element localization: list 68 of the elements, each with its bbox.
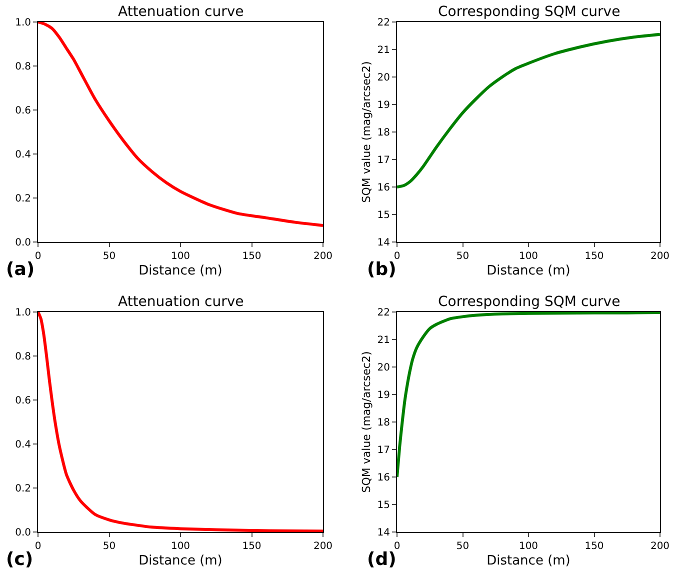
x-axis-title: Distance (m) bbox=[138, 264, 222, 279]
y-tick-label: 0.8 bbox=[15, 62, 31, 72]
y-tick-label: 0.0 bbox=[15, 528, 31, 538]
x-tick-label: 100 bbox=[518, 541, 538, 552]
x-tick-label: 150 bbox=[584, 251, 604, 262]
y-tick-label: 0.2 bbox=[15, 194, 31, 204]
y-axis-title: SQM value (mag/arcsec2) bbox=[360, 61, 373, 203]
x-tick-label: 150 bbox=[242, 541, 262, 552]
x-tick-label: 50 bbox=[102, 251, 116, 262]
y-tick-label: 0.0 bbox=[15, 238, 31, 248]
line-series bbox=[397, 312, 660, 478]
y-tick-label: 17 bbox=[377, 445, 390, 456]
x-tick-label: 0 bbox=[394, 541, 400, 552]
x-tick-label: 200 bbox=[313, 541, 333, 552]
y-tick-label: 21 bbox=[377, 335, 390, 346]
x-tick-label: 150 bbox=[242, 251, 262, 262]
y-tick-label: 0.2 bbox=[15, 484, 31, 494]
chart-title: Corresponding SQM curve bbox=[438, 4, 620, 20]
x-tick-label: 50 bbox=[456, 251, 470, 262]
x-tick-label: 0 bbox=[394, 251, 400, 262]
line-series bbox=[38, 312, 323, 532]
text: (b) bbox=[367, 259, 396, 280]
x-tick-label: 200 bbox=[650, 251, 670, 262]
x-tick-label: 0 bbox=[34, 251, 42, 262]
y-tick-label: 18 bbox=[377, 128, 390, 138]
y-tick-label: 1.0 bbox=[15, 308, 31, 318]
y-tick-label: 15 bbox=[377, 500, 390, 511]
y-tick-label: 0.6 bbox=[15, 396, 31, 406]
x-axis-title: Distance (m) bbox=[486, 264, 570, 279]
y-tick-label: 20 bbox=[377, 72, 390, 84]
y-axis-title: SQM value (mag/arcsec2) bbox=[360, 351, 373, 493]
x-tick-label: 100 bbox=[170, 251, 190, 262]
y-tick-label: 22 bbox=[377, 308, 390, 318]
text: (a) bbox=[6, 259, 35, 280]
y-tick-label: 18 bbox=[377, 418, 390, 428]
line-series bbox=[397, 32, 660, 188]
y-tick-label: 19 bbox=[377, 390, 390, 401]
y-tick-label: 0.4 bbox=[15, 150, 31, 160]
chart-title: Attenuation curve bbox=[118, 294, 244, 310]
x-tick-label: 0 bbox=[34, 541, 42, 552]
x-axis-title: Distance (m) bbox=[486, 554, 570, 569]
x-tick-label: 50 bbox=[456, 541, 470, 552]
x-tick-label: 50 bbox=[102, 541, 116, 552]
y-tick-label: 15 bbox=[377, 210, 390, 221]
x-tick-label: 100 bbox=[518, 251, 538, 262]
chart-title: Corresponding SQM curve bbox=[438, 294, 620, 310]
y-tick-label: 20 bbox=[377, 362, 390, 374]
y-tick-label: 14 bbox=[377, 238, 390, 248]
y-tick-label: 17 bbox=[377, 155, 390, 166]
x-tick-label: 200 bbox=[313, 251, 333, 262]
text: (d) bbox=[367, 549, 396, 570]
line-series bbox=[38, 22, 323, 227]
y-tick-label: 16 bbox=[377, 472, 390, 484]
y-tick-label: 21 bbox=[377, 45, 390, 56]
text: (c) bbox=[6, 549, 34, 570]
x-tick-label: 150 bbox=[584, 541, 604, 552]
y-tick-label: 1.0 bbox=[15, 18, 31, 28]
y-tick-label: 0.6 bbox=[15, 106, 31, 116]
y-tick-label: 19 bbox=[377, 100, 390, 111]
y-tick-label: 16 bbox=[377, 182, 390, 194]
y-tick-label: 0.4 bbox=[15, 440, 31, 450]
x-tick-label: 100 bbox=[170, 541, 190, 552]
y-tick-label: 0.8 bbox=[15, 352, 31, 362]
chart-title: Attenuation curve bbox=[118, 4, 244, 20]
x-tick-label: 200 bbox=[650, 541, 670, 552]
y-tick-label: 14 bbox=[377, 528, 390, 538]
y-tick-label: 22 bbox=[377, 18, 390, 28]
x-axis-title: Distance (m) bbox=[138, 554, 222, 569]
